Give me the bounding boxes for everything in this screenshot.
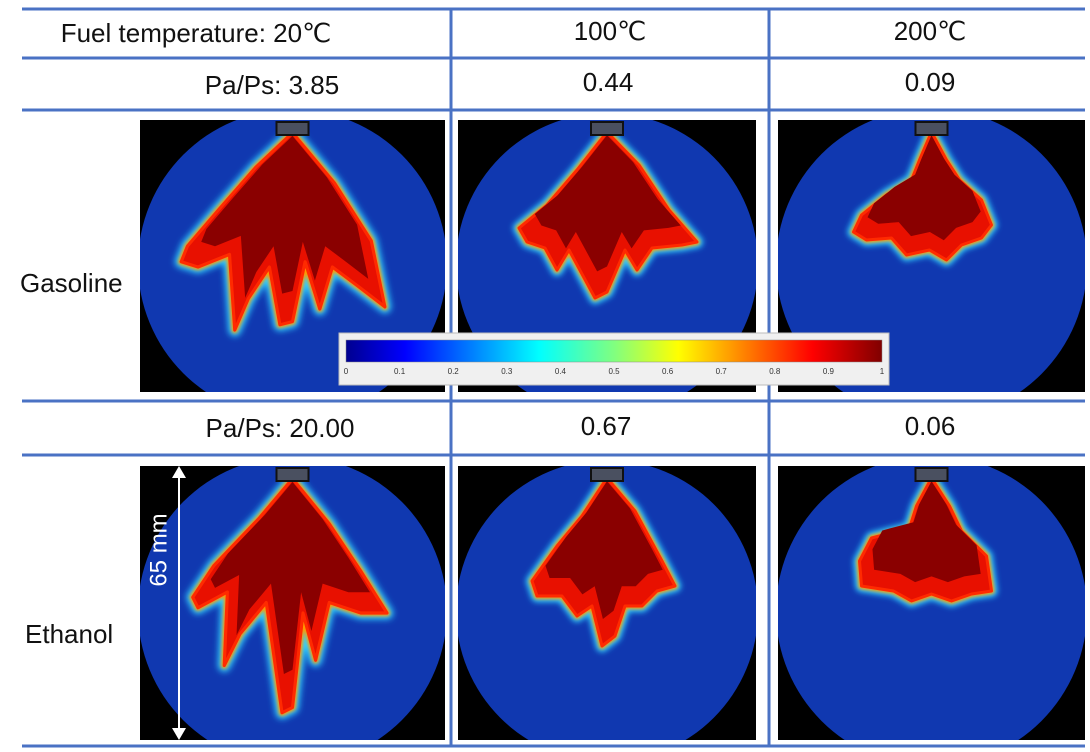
colorbar-tick-label: 0.3 [501,367,513,376]
nozzle [590,121,624,136]
colorbar-tick-label: 1 [880,367,885,376]
colorbar: 0 0.1 0.2 0.3 0.4 0.5 0.6 0.7 0.8 0.9 1 [338,332,890,386]
image-body [458,466,756,740]
colorbar-tick-label: 0.6 [662,367,674,376]
spray-image [458,466,756,740]
nozzle [914,121,949,136]
chamber [778,466,1085,740]
image-body [140,120,445,392]
image-body [140,466,445,740]
ratio-cell: Pa/Ps: 3.85 [205,70,339,100]
colorbar-tick-label: 0.9 [823,367,835,376]
nozzle [590,467,624,482]
ratio-cell: Pa/Ps: 20.00 [206,413,355,443]
ratio-cell: 0.44 [583,67,634,97]
header-cell: Fuel temperature: 20℃ [61,18,332,48]
colorbar-tick-label: 0.4 [555,367,567,376]
nozzle [275,121,310,136]
spray-image [778,466,1085,740]
colorbar-tick-label: 0.7 [716,367,728,376]
header-cell: 200℃ [894,16,967,46]
image-body [778,466,1085,740]
row-label: Gasoline [20,268,123,298]
table-rules [22,7,1085,748]
scale-label: 65 mm [145,513,172,586]
ratio-cell: 0.09 [905,67,956,97]
spray-image [140,120,445,392]
nozzle [914,467,949,482]
ratio-cell: 0.67 [581,411,632,441]
colorbar-tick-label: 0.8 [769,367,781,376]
spray-image [140,466,445,740]
scale-bar: 65 mm [145,466,186,740]
colorbar-tick-label: 0.5 [608,367,620,376]
colorbar-tick-label: 0.2 [448,367,460,376]
colorbar-tick-label: 0 [344,367,349,376]
nozzle [275,467,310,482]
colorbar-tick-label: 0.1 [394,367,406,376]
ratio-cell: 0.06 [905,411,956,441]
header-cell: 100℃ [574,16,647,46]
row-label: Ethanol [25,619,113,649]
